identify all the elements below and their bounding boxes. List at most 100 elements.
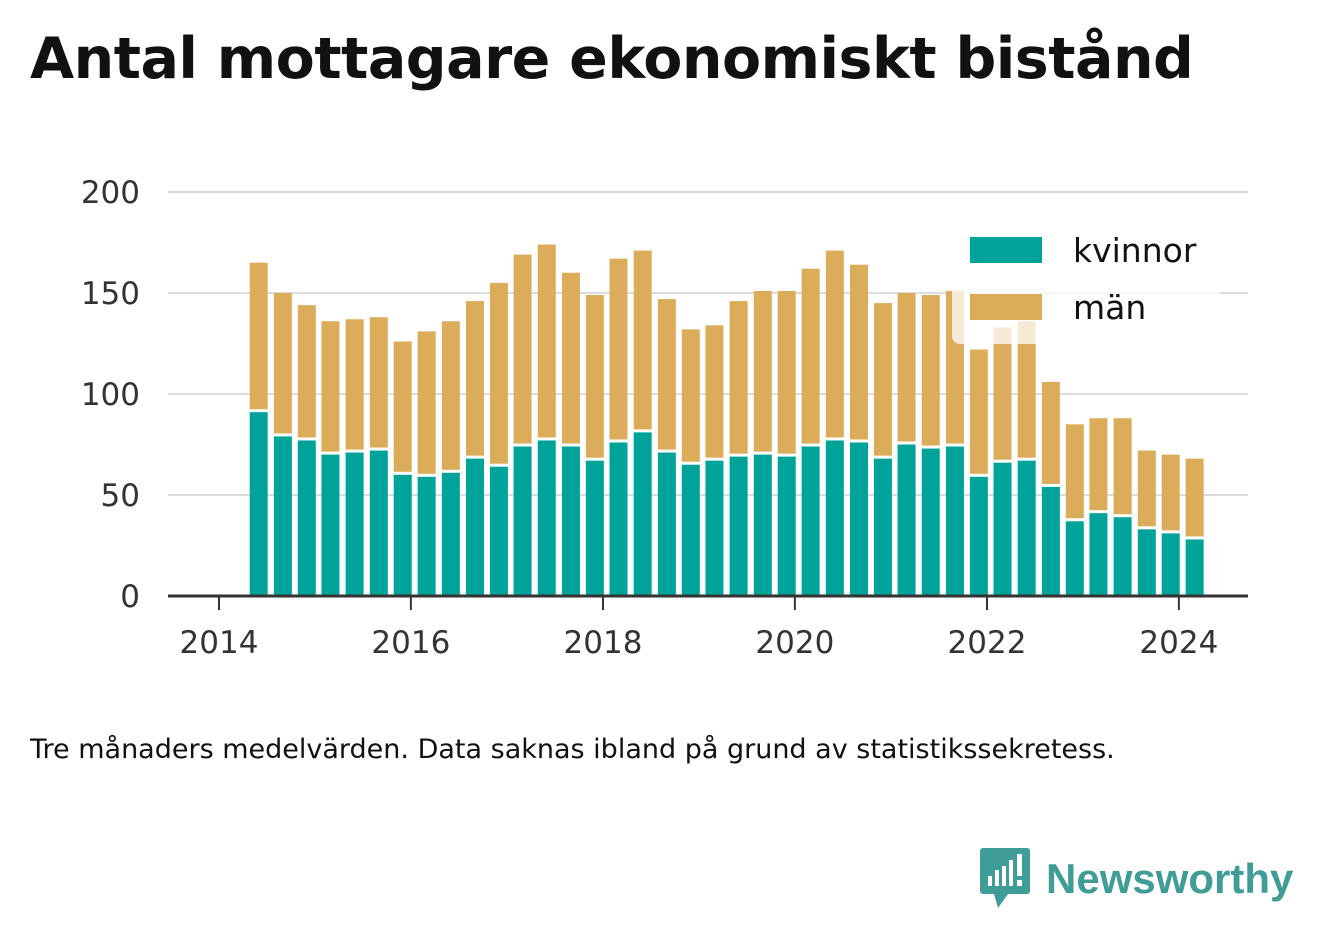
bar-kvinnor xyxy=(801,446,820,596)
bar-man xyxy=(609,258,628,440)
brand-name: Newsworthy xyxy=(1046,855,1294,902)
bar-kvinnor xyxy=(1161,533,1180,596)
bar-man xyxy=(777,290,796,454)
bar-kvinnor xyxy=(825,440,844,596)
bar-kvinnor xyxy=(777,456,796,596)
bar-man xyxy=(681,329,700,462)
bar-kvinnor xyxy=(753,454,772,596)
bar-man xyxy=(393,341,412,472)
bar-man xyxy=(297,305,316,438)
bar-man xyxy=(1065,424,1084,519)
legend-swatch-kvinnor xyxy=(970,237,1042,263)
bar-man xyxy=(873,303,892,456)
bar-man xyxy=(753,290,772,452)
bar-kvinnor xyxy=(561,446,580,596)
legend-label: män xyxy=(1073,288,1146,327)
bar-man xyxy=(1041,381,1060,484)
bar-kvinnor xyxy=(297,440,316,596)
bar-kvinnor xyxy=(945,446,964,596)
bar-man xyxy=(417,331,436,474)
bar-kvinnor xyxy=(993,462,1012,596)
bar-kvinnor xyxy=(489,466,508,596)
bar-kvinnor xyxy=(1017,460,1036,596)
bar-man xyxy=(441,321,460,470)
bar-man xyxy=(801,268,820,444)
bar-man xyxy=(1185,458,1204,537)
x-tick-label: 2020 xyxy=(755,625,834,661)
chart-title: Antal mottagare ekonomiskt bistånd xyxy=(30,26,1194,92)
legend-label: kvinnor xyxy=(1073,231,1197,270)
y-tick-label: 200 xyxy=(81,175,140,211)
x-axis xyxy=(168,594,1248,610)
y-tick-label: 100 xyxy=(81,377,140,413)
bar-kvinnor xyxy=(537,440,556,596)
bar-man xyxy=(321,321,340,452)
bar-kvinnor xyxy=(1185,539,1204,596)
x-tick-label: 2022 xyxy=(948,625,1027,661)
bar-kvinnor xyxy=(273,436,292,596)
bar-kvinnor xyxy=(657,452,676,596)
bar-kvinnor xyxy=(417,476,436,596)
bar-kvinnor xyxy=(585,460,604,596)
y-axis-tick-labels: 0 50 100 150 200 xyxy=(81,175,140,615)
y-tick-label: 0 xyxy=(120,579,140,615)
bar-man xyxy=(1113,418,1132,515)
bar-kvinnor xyxy=(729,456,748,596)
bar-man xyxy=(969,349,988,474)
bar-man xyxy=(657,299,676,450)
y-tick-label: 150 xyxy=(81,276,140,312)
bar-kvinnor xyxy=(1113,517,1132,596)
x-tick-label: 2014 xyxy=(180,625,259,661)
bar-man xyxy=(345,319,364,450)
x-axis-tick-labels: 2014 2016 2018 2020 2022 2024 xyxy=(180,625,1219,661)
footnote: Tre månaders medelvärden. Data saknas ib… xyxy=(30,734,1115,765)
bar-man xyxy=(1017,321,1036,458)
bar-kvinnor xyxy=(897,444,916,596)
bar-kvinnor xyxy=(681,464,700,596)
x-tick-label: 2024 xyxy=(1139,625,1218,661)
bar-man xyxy=(1137,450,1156,527)
x-tick-label: 2018 xyxy=(564,625,643,661)
brand[interactable]: Newsworthy xyxy=(980,848,1293,910)
bar-man xyxy=(369,317,388,448)
bar-man xyxy=(705,325,724,458)
bar-man xyxy=(537,244,556,438)
x-tick-label: 2016 xyxy=(371,625,450,661)
bar-man xyxy=(1089,418,1108,511)
bar-chart: 0 50 100 150 200 2014 2016 2018 2020 2022 2024 kv… xyxy=(81,175,1248,661)
bar-kvinnor xyxy=(1065,521,1084,596)
bar-man xyxy=(466,301,484,456)
bar-man xyxy=(273,293,292,434)
bar-kvinnor xyxy=(969,476,988,596)
bar-man xyxy=(825,250,844,438)
bar-man xyxy=(897,293,916,442)
bar-man xyxy=(1161,454,1180,531)
bar-man xyxy=(249,262,268,410)
bar-kvinnor xyxy=(513,446,532,596)
bar-kvinnor xyxy=(850,442,868,596)
bar-man xyxy=(921,295,940,446)
bar-kvinnor xyxy=(249,412,268,596)
y-tick-label: 50 xyxy=(101,478,140,514)
bar-kvinnor xyxy=(369,450,388,596)
bar-man xyxy=(513,254,532,444)
bar-kvinnor xyxy=(393,474,412,596)
bar-man xyxy=(561,272,580,444)
bar-man xyxy=(993,327,1012,460)
legend-swatch-man xyxy=(970,294,1042,320)
bar-kvinnor xyxy=(1137,529,1156,596)
bar-kvinnor xyxy=(1089,513,1108,596)
bar-man xyxy=(489,282,508,464)
bar-man xyxy=(585,295,604,458)
bar-kvinnor xyxy=(609,442,628,596)
bar-kvinnor xyxy=(345,452,364,596)
bar-kvinnor xyxy=(1041,486,1060,596)
bar-kvinnor xyxy=(466,458,484,596)
bar-kvinnor xyxy=(321,454,340,596)
bar-kvinnor xyxy=(441,472,460,596)
newsworthy-logo-icon xyxy=(980,848,1030,908)
bar-man xyxy=(850,264,868,440)
bar-kvinnor xyxy=(705,460,724,596)
bar-kvinnor xyxy=(921,448,940,596)
bar-man xyxy=(633,250,652,430)
